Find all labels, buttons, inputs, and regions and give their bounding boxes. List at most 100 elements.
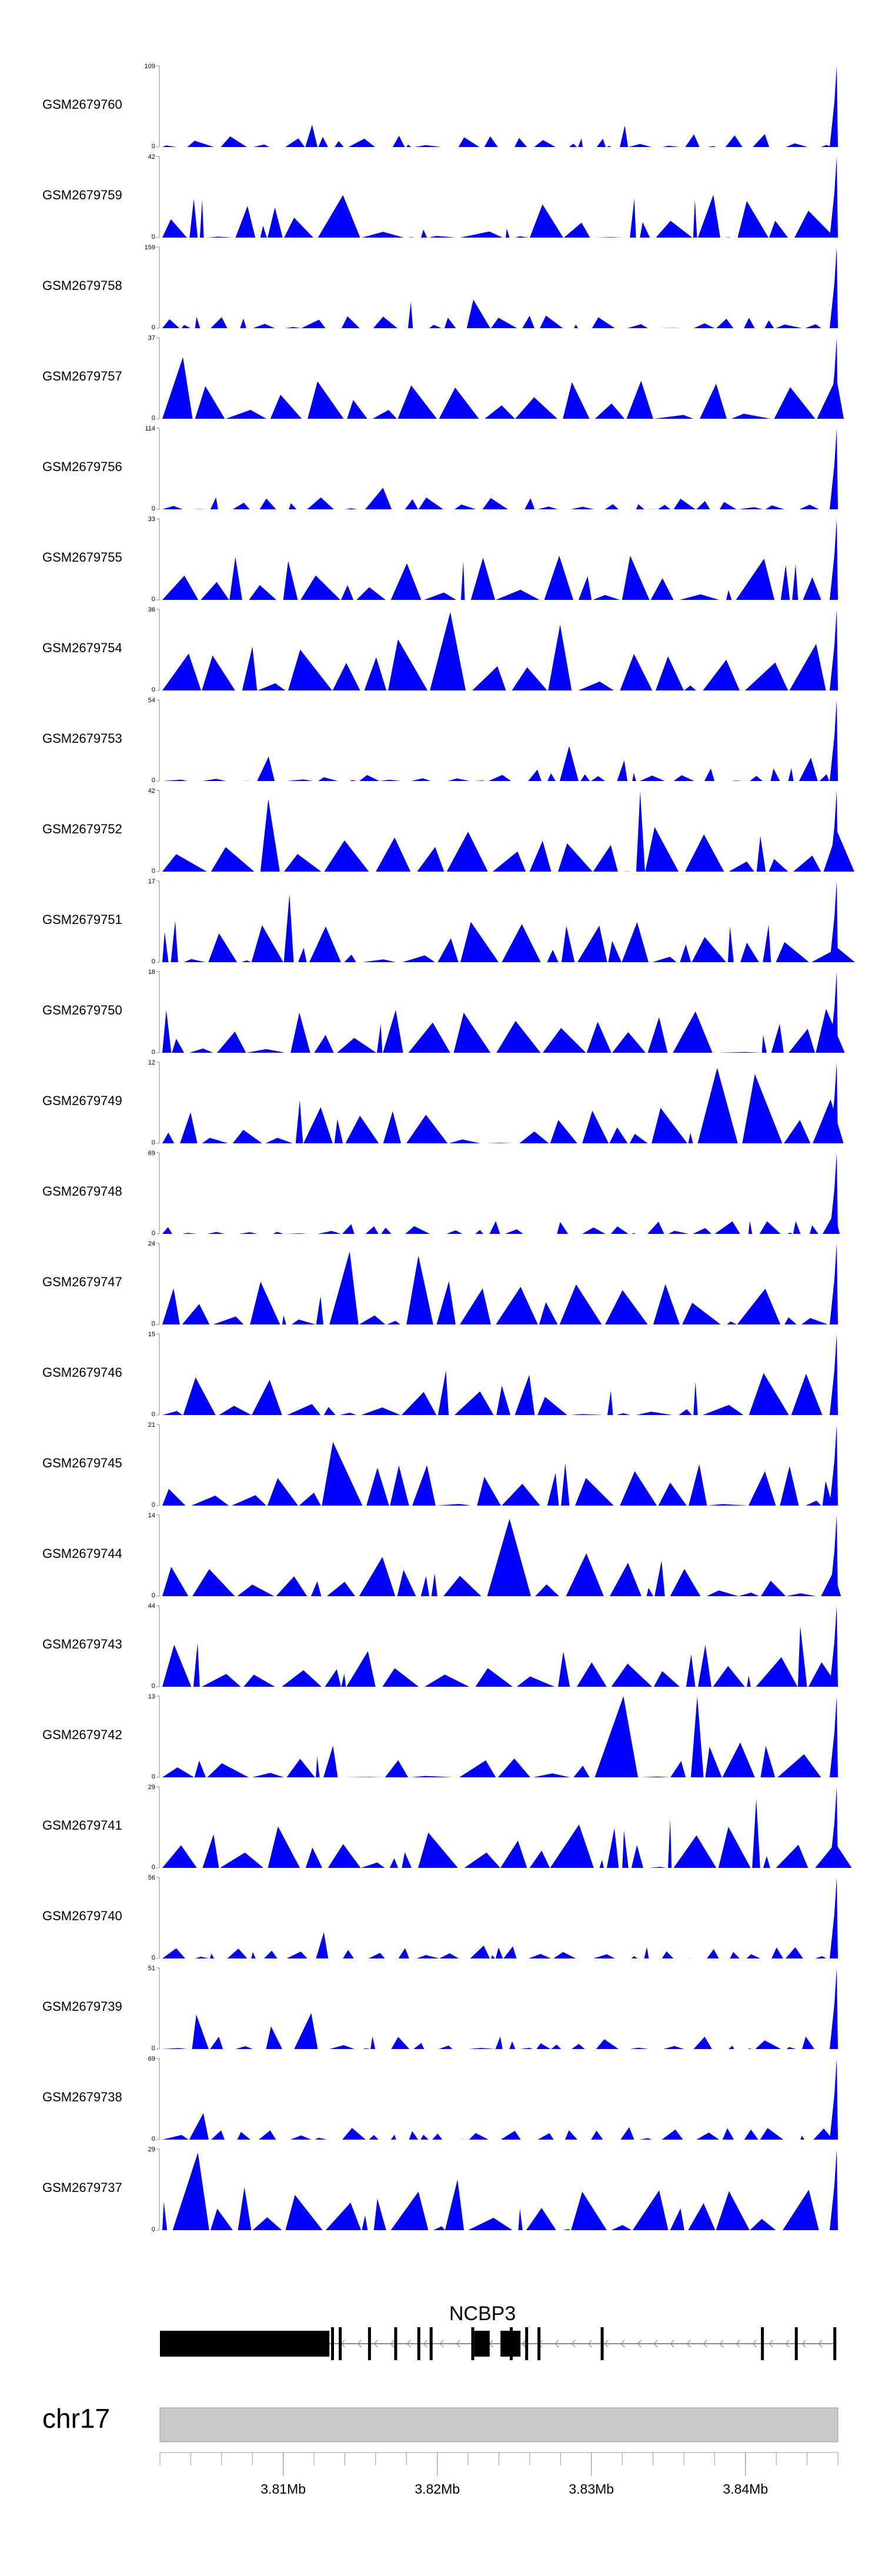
strand-arrow	[637, 2340, 642, 2348]
coverage-area	[160, 1606, 838, 1687]
gene-exon-block	[474, 2331, 490, 2357]
track-ymin-label: 0	[152, 2045, 155, 2052]
track-ymin-label: 0	[152, 2135, 155, 2143]
coverage-area	[160, 2149, 838, 2230]
track: GSM2679755 33 0	[42, 516, 838, 603]
track: GSM2679753 54 0	[42, 697, 838, 784]
track: GSM2679738 69 0	[42, 2056, 838, 2143]
track-label: GSM2679750	[42, 1003, 122, 1017]
track-ymax-label: 69	[148, 2056, 155, 2063]
strand-arrow	[653, 2340, 658, 2348]
strand-arrow	[456, 2340, 460, 2348]
coverage-area	[160, 247, 838, 328]
strand-arrow	[703, 2340, 707, 2348]
gene-exon	[794, 2327, 798, 2360]
coverage-area	[160, 700, 838, 781]
track: GSM2679740 56 0	[42, 1874, 838, 1961]
track: GSM2679757 37 0	[42, 335, 844, 422]
track-ymax-label: 33	[148, 516, 155, 523]
coverage-area	[160, 1968, 838, 2049]
track-ymax-label: 51	[148, 1965, 155, 1972]
track: GSM2679746 15 0	[42, 1331, 838, 1418]
track-ymax-label: 44	[148, 1603, 155, 1610]
track-ymin-label: 0	[152, 1773, 155, 1780]
track-ymin-label: 0	[152, 1864, 155, 1871]
strand-arrow	[571, 2340, 576, 2348]
coverage-area	[160, 972, 845, 1053]
track-label: GSM2679745	[42, 1456, 122, 1470]
track-ymin-label: 0	[152, 958, 155, 965]
chromosome-ideogram: chr17	[42, 2403, 838, 2442]
track-ymin-label: 0	[152, 867, 155, 875]
track: GSM2679743 44 0	[42, 1603, 838, 1690]
coverage-area	[160, 2058, 838, 2140]
axis-tick-label: 3.84Mb	[723, 2481, 768, 2497]
track-ymin-label: 0	[152, 686, 155, 693]
genome-axis: 3.81Mb 3.82Mb 3.83Mb 3.84Mb	[159, 2452, 838, 2497]
gene-model: NCBP3	[160, 2303, 837, 2360]
track-label: GSM2679754	[42, 640, 122, 655]
track-label: GSM2679737	[42, 2180, 122, 2195]
coverage-area	[160, 1696, 838, 1777]
track-ymax-label: 15	[148, 1331, 155, 1338]
track-ymin-label: 0	[152, 1954, 155, 1961]
strand-arrow	[818, 2340, 823, 2348]
coverage-area	[160, 1877, 838, 1958]
track-ymax-label: 24	[148, 1240, 155, 1247]
gene-exon	[429, 2327, 433, 2360]
track-label: GSM2679740	[42, 1908, 122, 1923]
track: GSM2679745 21 0	[42, 1422, 838, 1509]
track-label: GSM2679756	[42, 459, 122, 474]
track: GSM2679742 13 0	[42, 1693, 838, 1780]
gene-exon	[600, 2327, 604, 2360]
gene-exon	[761, 2327, 764, 2360]
gene-exon	[368, 2327, 371, 2360]
chromosome-label: chr17	[42, 2403, 110, 2434]
gene-exon	[833, 2327, 837, 2360]
track-ymax-label: 37	[148, 335, 155, 342]
track-ymin-label: 0	[152, 596, 155, 603]
strand-arrow	[736, 2340, 740, 2348]
chromosome-band	[159, 2407, 838, 2442]
track-ymin-label: 0	[152, 415, 155, 422]
gene-exon-block	[160, 2331, 330, 2357]
gene-exon	[537, 2327, 541, 2360]
coverage-area	[160, 156, 838, 238]
track: GSM2679739 51 0	[42, 1965, 838, 2052]
track-ymin-label: 0	[152, 1411, 155, 1418]
track-ymin-label: 0	[152, 2226, 155, 2233]
track-label: GSM2679753	[42, 731, 122, 746]
track-label: GSM2679744	[42, 1546, 122, 1561]
strand-arrow	[587, 2340, 592, 2348]
track-ymax-label: 21	[148, 1422, 155, 1429]
track-ymax-label: 69	[148, 1150, 155, 1157]
gene-exon	[471, 2327, 475, 2360]
strand-arrow	[373, 2340, 378, 2348]
track: GSM2679758 159 0	[42, 244, 838, 331]
coverage-area	[160, 1153, 840, 1234]
track-ymax-label: 17	[148, 878, 155, 885]
gene-exon	[339, 2327, 342, 2360]
track-ymax-label: 13	[148, 1693, 155, 1700]
strand-arrow	[390, 2340, 395, 2348]
track-ymax-label: 54	[148, 697, 155, 704]
strand-arrow	[406, 2340, 411, 2348]
track-ymin-label: 0	[152, 1139, 155, 1146]
track-label: GSM2679746	[42, 1365, 122, 1380]
track-label: GSM2679758	[42, 278, 122, 293]
strand-arrow	[439, 2340, 444, 2348]
track: GSM2679749 12 0	[42, 1059, 844, 1146]
coverage-area	[160, 1062, 844, 1143]
track-ymax-label: 109	[145, 63, 155, 70]
track-label: GSM2679741	[42, 1818, 122, 1833]
track-ymax-label: 18	[148, 969, 155, 976]
track-ymin-label: 0	[152, 233, 155, 241]
track-ymax-label: 29	[148, 1784, 155, 1791]
track-ymin-label: 0	[152, 1230, 155, 1237]
track-ymax-label: 42	[148, 154, 155, 161]
axis-tick-label: 3.82Mb	[415, 2481, 460, 2497]
coverage-tracks: GSM2679760 109 0 GSM2679759 42 0 GSM2679758 159…	[42, 63, 855, 2233]
track-ymin-label: 0	[152, 777, 155, 784]
strand-arrow	[620, 2340, 625, 2348]
track-ymax-label: 56	[148, 1874, 155, 1881]
